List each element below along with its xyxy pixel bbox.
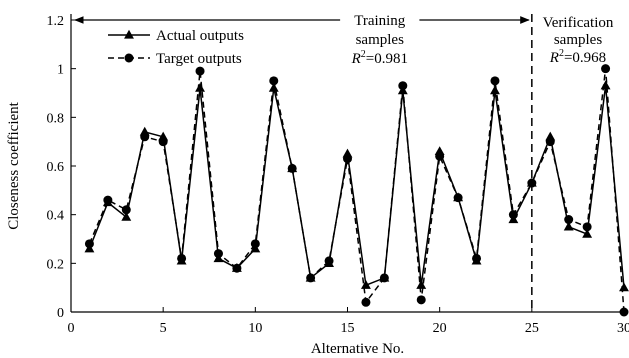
actual-point <box>139 126 150 136</box>
x-tick-label: 20 <box>433 321 447 336</box>
y-axis-title: Closeness coefficient <box>6 101 22 229</box>
target-point <box>490 76 500 86</box>
y-tick-label: 1 <box>57 63 64 78</box>
verification-label-line1: Verification <box>543 15 614 31</box>
legend: Actual outputs Target outputs <box>108 28 244 67</box>
target-point <box>601 64 611 74</box>
divider-group <box>74 14 533 312</box>
y-tick-label: 0.6 <box>47 160 65 175</box>
actual-point <box>158 131 169 141</box>
training-r2-value: =0.981 <box>366 51 408 67</box>
actual-point <box>176 255 187 265</box>
actual-point <box>324 258 335 267</box>
actual-point <box>508 214 519 224</box>
actual-point <box>545 131 556 141</box>
actual-point <box>582 228 593 238</box>
x-tick-label: 10 <box>248 321 262 336</box>
x-tick-label: 30 <box>617 321 629 336</box>
verification-r2-symbol: R <box>549 50 559 66</box>
actual-point <box>471 255 482 265</box>
x-tick-label: 0 <box>68 321 75 336</box>
target-point <box>416 295 426 305</box>
actual-point <box>342 148 353 158</box>
legend-marker-actual <box>124 29 134 39</box>
series-actual-outputs <box>84 80 629 292</box>
training-r2-superscript: 2 <box>361 49 366 60</box>
target-series-line <box>88 68 625 313</box>
verification-r2-value: =0.968 <box>564 50 606 66</box>
actual-point <box>434 146 445 156</box>
training-r2-symbol: R <box>351 51 361 67</box>
actual-point <box>600 80 611 90</box>
actual-series-line <box>88 85 625 288</box>
y-tick-label: 0.4 <box>47 209 65 224</box>
actual-point <box>619 282 629 292</box>
verification-r2: R2=0.968 <box>549 48 606 66</box>
actual-point <box>379 272 390 282</box>
legend-label-actual: Actual outputs <box>156 28 244 44</box>
actual-point <box>305 272 316 282</box>
x-tick-label: 5 <box>160 321 167 336</box>
actual-point <box>526 177 537 187</box>
actual-point <box>250 243 261 253</box>
actual-point <box>563 221 574 231</box>
target-point <box>582 222 592 232</box>
legend-marker-target <box>124 53 134 63</box>
axis-ticks: 0 0.2 0.4 0.6 0.8 1 1.2 0 5 10 15 20 25 30 <box>47 14 629 336</box>
legend-label-target: Target outputs <box>156 51 242 67</box>
target-point <box>195 66 205 76</box>
x-tick-label: 25 <box>525 321 539 336</box>
training-r2: R2=0.981 <box>351 49 408 67</box>
verification-r2-superscript: 2 <box>559 48 564 59</box>
y-tick-label: 0.2 <box>47 257 65 272</box>
y-tick-label: 0 <box>57 306 64 321</box>
actual-point <box>490 85 500 95</box>
actual-point <box>453 192 464 202</box>
actual-point <box>84 243 95 253</box>
training-label-line2: samples <box>356 32 404 48</box>
actual-point <box>102 197 113 207</box>
actual-point <box>213 253 224 263</box>
actual-point <box>195 82 205 92</box>
target-point <box>619 307 629 317</box>
target-point <box>269 76 279 86</box>
target-point <box>361 297 371 307</box>
actual-point <box>287 163 298 173</box>
actual-point <box>121 211 132 221</box>
actual-point <box>397 85 408 95</box>
y-tick-label: 1.2 <box>47 14 65 29</box>
actual-point <box>231 263 242 272</box>
actual-point <box>416 280 427 289</box>
verification-label-line2: samples <box>554 32 602 48</box>
y-tick-label: 0.8 <box>47 111 65 126</box>
x-axis-title: Alternative No. <box>311 341 404 357</box>
training-label-line1: Training <box>354 13 406 29</box>
actual-point <box>268 82 279 92</box>
actual-point <box>360 280 371 289</box>
series-target-outputs <box>84 64 629 317</box>
x-tick-label: 15 <box>341 321 355 336</box>
